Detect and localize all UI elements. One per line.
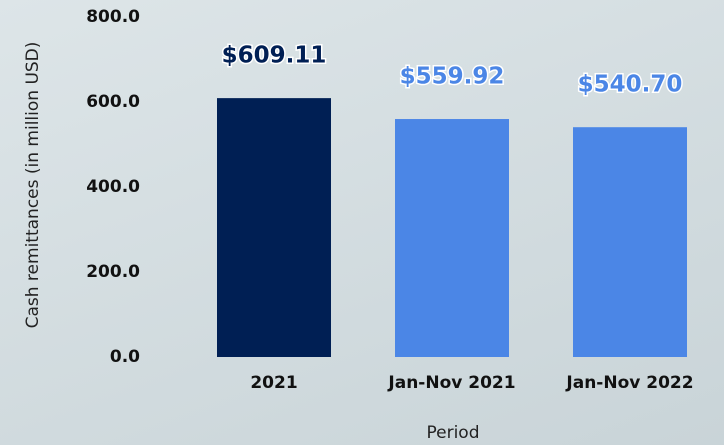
x-tick-label: 2021	[250, 373, 297, 393]
x-tick-label: Jan-Nov 2021	[387, 373, 515, 393]
x-axis-title: Period	[426, 423, 479, 443]
bar	[217, 98, 331, 358]
y-tick-label: 400.0	[86, 177, 140, 197]
bar	[573, 127, 687, 357]
y-tick-label: 800.0	[86, 7, 140, 27]
value-label: $609.11	[222, 43, 327, 69]
y-tick-label: 600.0	[86, 92, 140, 112]
value-label: $540.70	[578, 72, 683, 98]
y-axis-title: Cash remittances (in million USD)	[23, 42, 43, 329]
x-tick-label: Jan-Nov 2022	[565, 373, 693, 393]
bar	[395, 119, 509, 357]
y-tick-label: 0.0	[110, 347, 140, 367]
y-tick-label: 200.0	[86, 262, 140, 282]
value-label: $559.92	[400, 64, 505, 90]
